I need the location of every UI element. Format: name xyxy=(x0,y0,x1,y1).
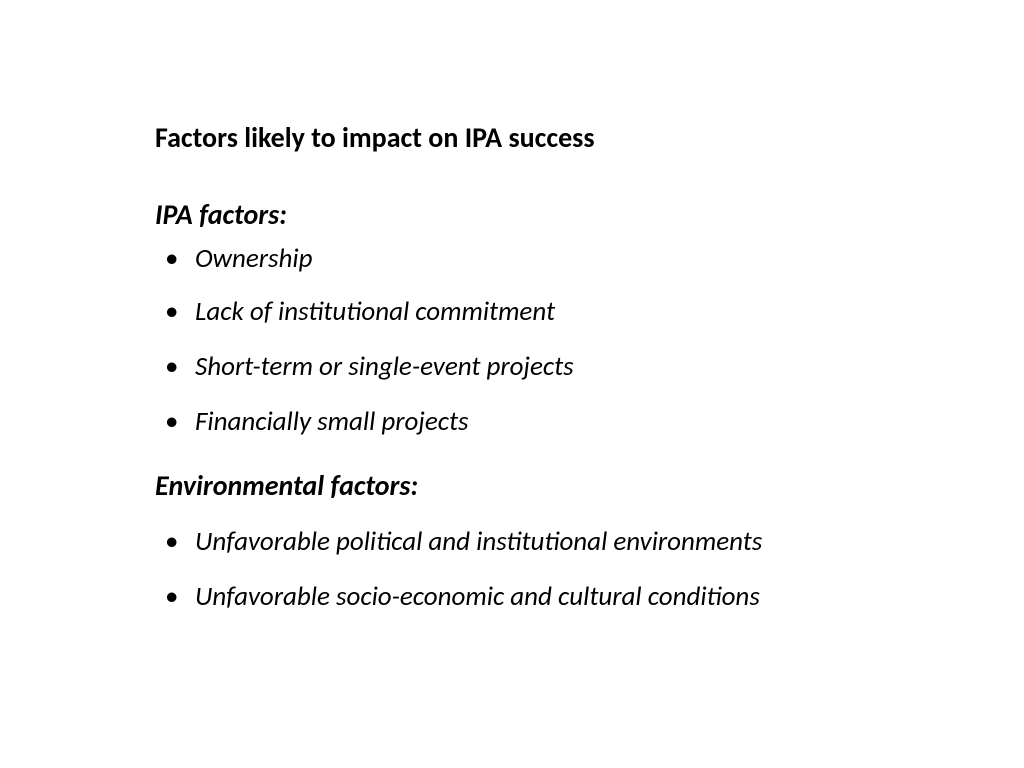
list-item: Lack of institutional commitment xyxy=(185,295,874,328)
list-item: Unfavorable socio-economic and cultural … xyxy=(185,580,874,613)
slide-title: Factors likely to impact on IPA success xyxy=(155,120,874,155)
environmental-factors-list: Unfavorable political and institutional … xyxy=(155,525,874,613)
list-item: Financially small projects xyxy=(185,405,874,438)
list-item: Ownership xyxy=(185,242,874,275)
list-item: Unfavorable political and institutional … xyxy=(185,525,874,558)
ipa-factors-list: Ownership Lack of institutional commitme… xyxy=(155,242,874,438)
section-header-environmental: Environmental factors: xyxy=(155,468,874,503)
section-header-ipa: IPA factors: xyxy=(155,197,874,232)
list-item: Short-term or single-event projects xyxy=(185,350,874,383)
